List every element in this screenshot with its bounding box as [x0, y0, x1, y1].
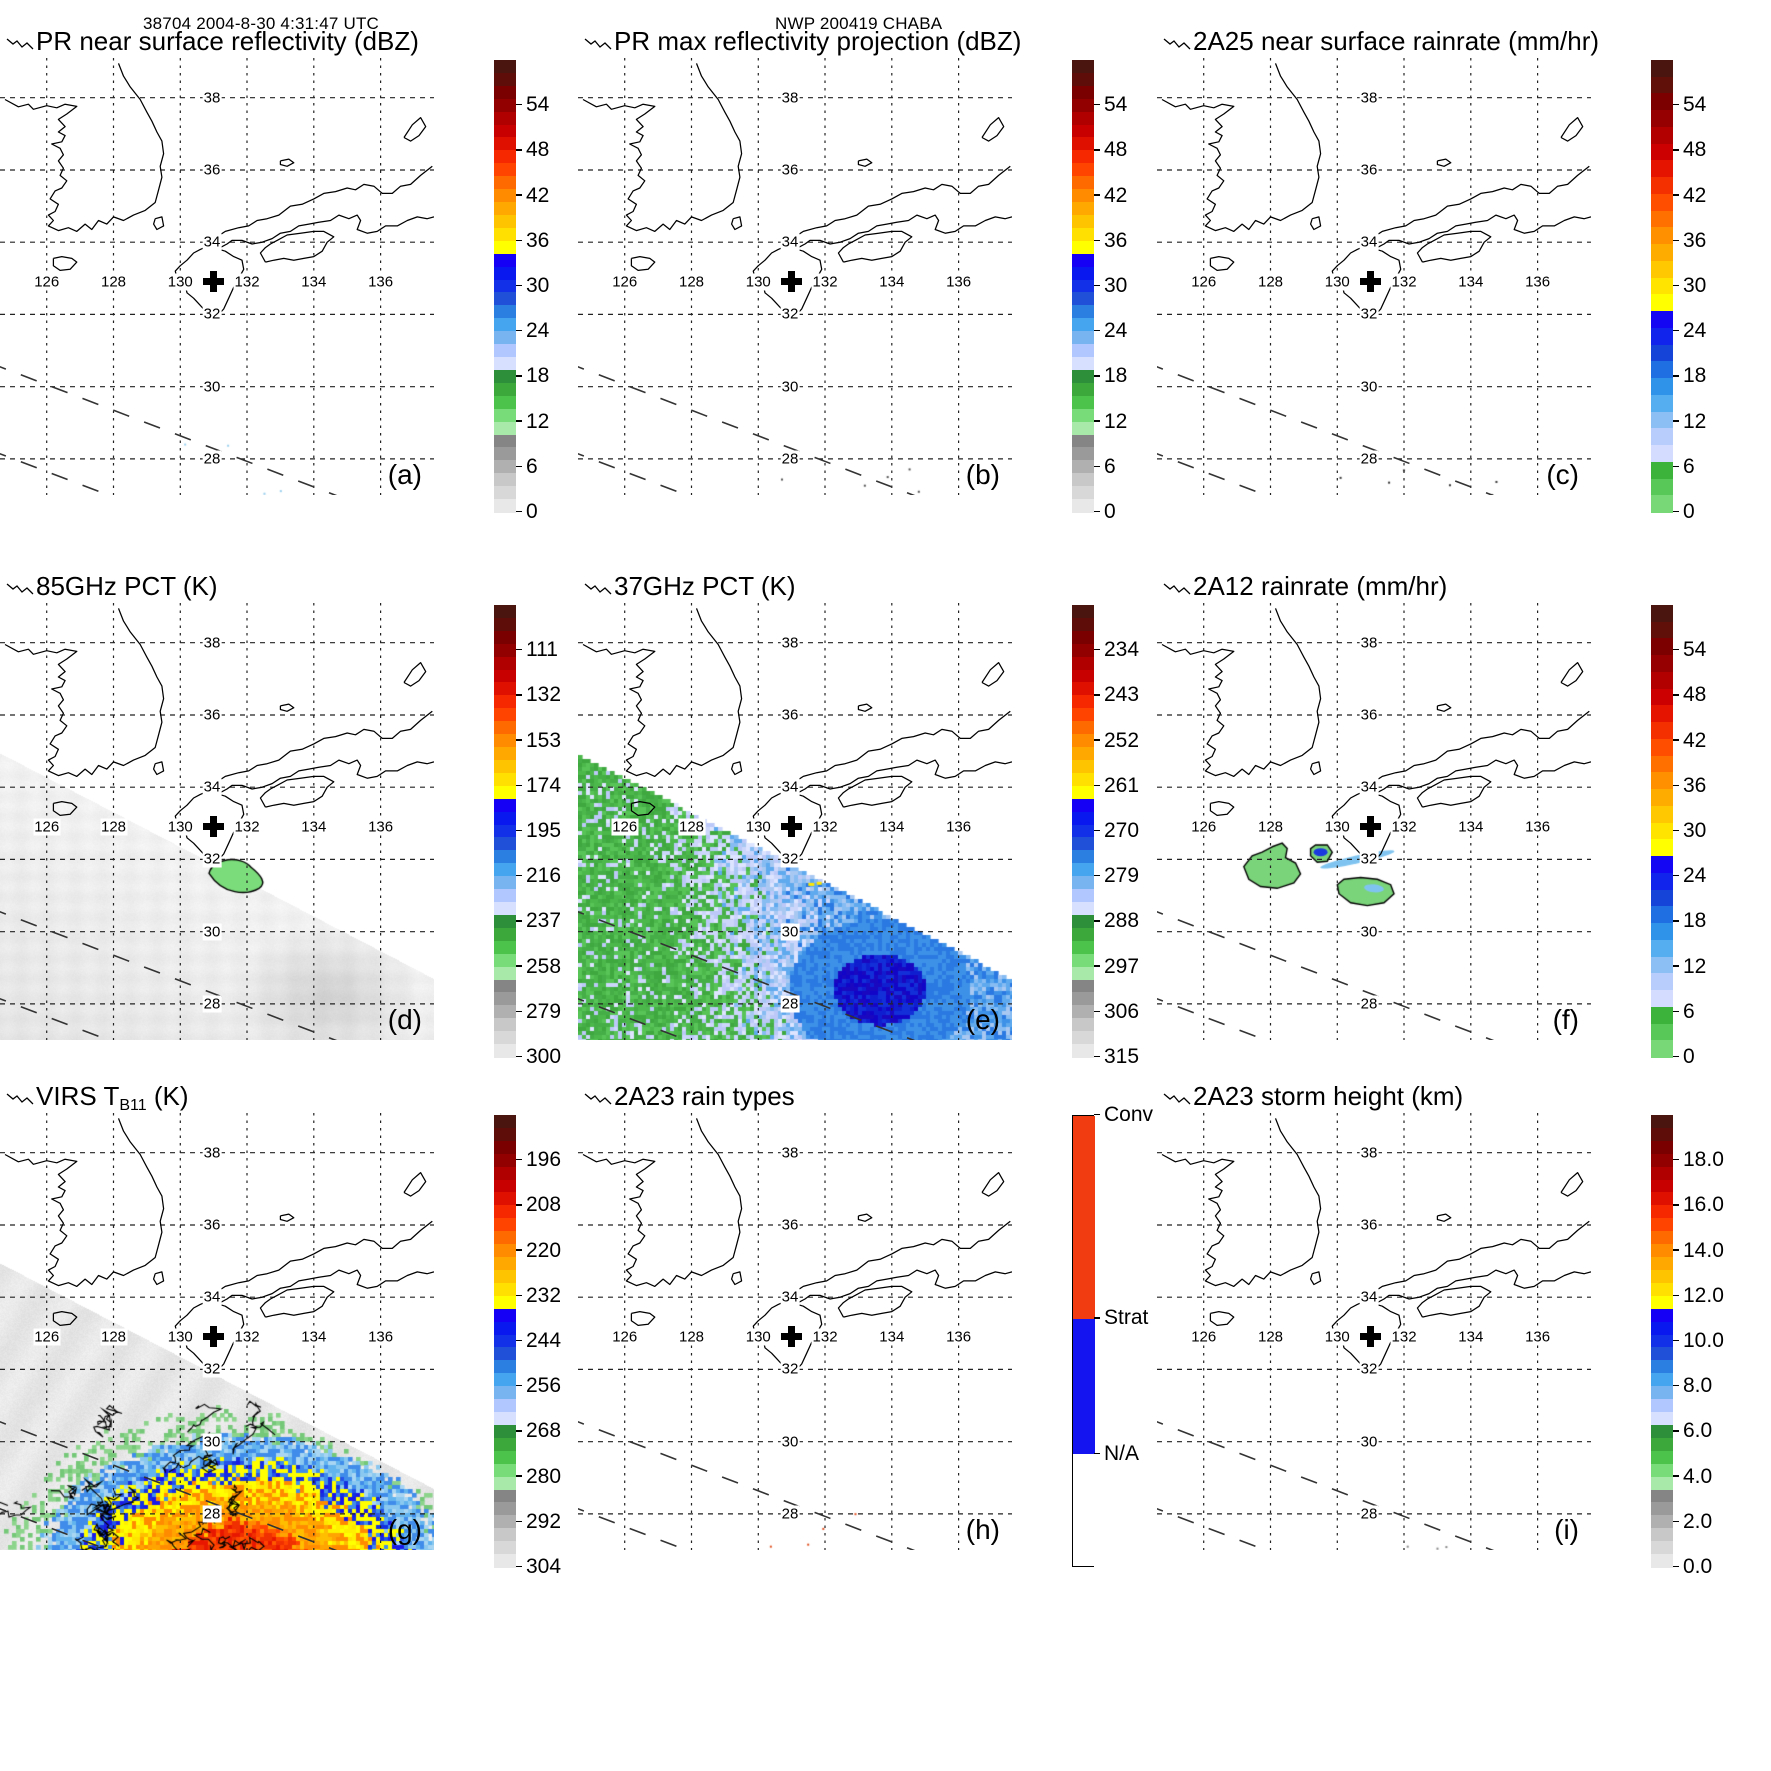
panel-letter-h: (h) — [966, 1514, 1000, 1546]
panel-title-c: 2A25 near surface rainrate (mm/hr) — [1193, 26, 1599, 57]
figure-root: 38704 2004-8-30 4:31:47 UTC NWP 200419 C… — [0, 0, 1771, 1771]
panel-c: 2A25 near surface rainrate (mm/hr) (c) 126… — [1157, 30, 1677, 510]
panel-letter-c: (c) — [1546, 459, 1579, 491]
colorbar-strip — [1072, 60, 1094, 512]
panel-a: PR near surface reflectivity (dBZ) (a) 126… — [0, 30, 520, 510]
coast-glyph-icon — [6, 1089, 34, 1109]
colorbar-strip — [1072, 1115, 1094, 1567]
panel-f: 2A12 rainrate (mm/hr) (f) 126 128 130 132 134 1… — [1157, 575, 1677, 1055]
colorbar-a[interactable]: 54 48 42 36 30 24 18 12 6 0 — [494, 60, 516, 512]
panel-g: VIRS TB11 (K) (g) 126 128 130 132 134 136 38 36 34… — [0, 1085, 520, 1565]
panel-b: PR max reflectivity projection (dBZ) (b) 1… — [578, 30, 1098, 510]
colorbar-strip — [1651, 605, 1673, 1057]
panel-title-d: 85GHz PCT (K) — [36, 571, 218, 602]
colorbar-g[interactable]: 196 208 220 232 244 256 268 280 292 304 — [494, 1115, 516, 1567]
colorbar-f[interactable]: 54 48 42 36 30 24 18 12 6 0 — [1651, 605, 1673, 1057]
coast-glyph-icon — [1163, 1089, 1191, 1109]
colorbar-d[interactable]: 111 132 153 174 195 216 237 258 279 300 — [494, 605, 516, 1057]
panel-d: 85GHz PCT (K) (d) 126 128 130 132 134 136 38 36 34… — [0, 575, 520, 1055]
panel-title-h: 2A23 rain types — [614, 1081, 795, 1112]
coast-glyph-icon — [6, 579, 34, 599]
colorbar-strip — [494, 605, 516, 1057]
panel-title-a: PR near surface reflectivity (dBZ) — [36, 26, 419, 57]
coast-glyph-icon — [584, 34, 612, 54]
map-b[interactable]: (b) 126 128 130 132 134 136 38 36 34 32 30 28 — [578, 58, 1012, 495]
panel-title-e: 37GHz PCT (K) — [614, 571, 796, 602]
panel-title-b: PR max reflectivity projection (dBZ) — [614, 26, 1021, 57]
panel-letter-a: (a) — [388, 459, 422, 491]
panel-letter-f: (f) — [1553, 1004, 1579, 1036]
panel-title-i: 2A23 storm height (km) — [1193, 1081, 1463, 1112]
panel-letter-d: (d) — [388, 1004, 422, 1036]
colorbar-strip — [1651, 60, 1673, 512]
map-f[interactable]: (f) 126 128 130 132 134 136 38 36 34 32 30 28 — [1157, 603, 1591, 1040]
colorbar-ticks: 18.0 16.0 14.0 12.0 10.0 8.0 6.0 4.0 2.0 0.0 — [1673, 1115, 1743, 1567]
colorbar-ticks: 234 243 252 261 270 279 288 297 306 315 — [1094, 605, 1164, 1057]
map-i[interactable]: (i) 126 128 130 132 134 136 38 36 34 32 30 28 — [1157, 1113, 1591, 1550]
colorbar-strip — [494, 1115, 516, 1567]
panel-letter-b: (b) — [966, 459, 1000, 491]
map-a[interactable]: (a) 126 128 130 132 134 136 38 36 34 32 30 28 — [0, 58, 434, 495]
panel-letter-e: (e) — [966, 1004, 1000, 1036]
colorbar-i[interactable]: 18.0 16.0 14.0 12.0 10.0 8.0 6.0 4.0 2.0 0.0 — [1651, 1115, 1673, 1567]
map-h[interactable]: (h) 126 128 130 132 134 136 38 36 34 32 30 28 — [578, 1113, 1012, 1550]
map-e[interactable]: (e) 126 128 130 132 134 136 38 36 34 32 30 28 — [578, 603, 1012, 1040]
colorbar-ticks: 54 48 42 36 30 24 18 12 6 0 — [1094, 60, 1164, 512]
colorbar-ticks: 196 208 220 232 244 256 268 280 292 304 — [516, 1115, 586, 1567]
panel-h: 2A23 rain types (h) 126 128 130 132 134 136 38 36… — [578, 1085, 1098, 1565]
panel-title-g: VIRS TB11 (K) — [36, 1081, 189, 1112]
map-d[interactable]: (d) 126 128 130 132 134 136 38 36 34 32 30 28 — [0, 603, 434, 1040]
colorbar-strip — [494, 60, 516, 512]
colorbar-strip — [1072, 605, 1094, 1057]
panel-e: 37GHz PCT (K) (e) 126 128 130 132 134 136 38 36 34… — [578, 575, 1098, 1055]
colorbar-ticks: Conv Strat N/A — [1094, 1115, 1164, 1567]
map-g[interactable]: (g) 126 128 130 132 134 136 38 36 34 32 30 28 — [0, 1113, 434, 1550]
panel-i: 2A23 storm height (km) (i) 126 128 130 132 134… — [1157, 1085, 1677, 1565]
coast-glyph-icon — [1163, 34, 1191, 54]
coast-glyph-icon — [1163, 579, 1191, 599]
coast-glyph-icon — [584, 1089, 612, 1109]
colorbar-e[interactable]: 234 243 252 261 270 279 288 297 306 315 — [1072, 605, 1094, 1057]
coast-glyph-icon — [6, 34, 34, 54]
panel-title-f: 2A12 rainrate (mm/hr) — [1193, 571, 1447, 602]
colorbar-ticks: 54 48 42 36 30 24 18 12 6 0 — [1673, 605, 1743, 1057]
colorbar-ticks: 54 48 42 36 30 24 18 12 6 0 — [1673, 60, 1743, 512]
colorbar-ticks: 54 48 42 36 30 24 18 12 6 0 — [516, 60, 586, 512]
coast-glyph-icon — [584, 579, 612, 599]
colorbar-ticks: 111 132 153 174 195 216 237 258 279 300 — [516, 605, 586, 1057]
colorbar-b[interactable]: 54 48 42 36 30 24 18 12 6 0 — [1072, 60, 1094, 512]
colorbar-strip — [1651, 1115, 1673, 1567]
panel-letter-i: (i) — [1554, 1514, 1579, 1546]
colorbar-c[interactable]: 54 48 42 36 30 24 18 12 6 0 — [1651, 60, 1673, 512]
panel-letter-g: (g) — [388, 1514, 422, 1546]
colorbar-h[interactable]: Conv Strat N/A — [1072, 1115, 1094, 1567]
map-c[interactable]: (c) 126 128 130 132 134 136 38 36 34 32 30 28 — [1157, 58, 1591, 495]
